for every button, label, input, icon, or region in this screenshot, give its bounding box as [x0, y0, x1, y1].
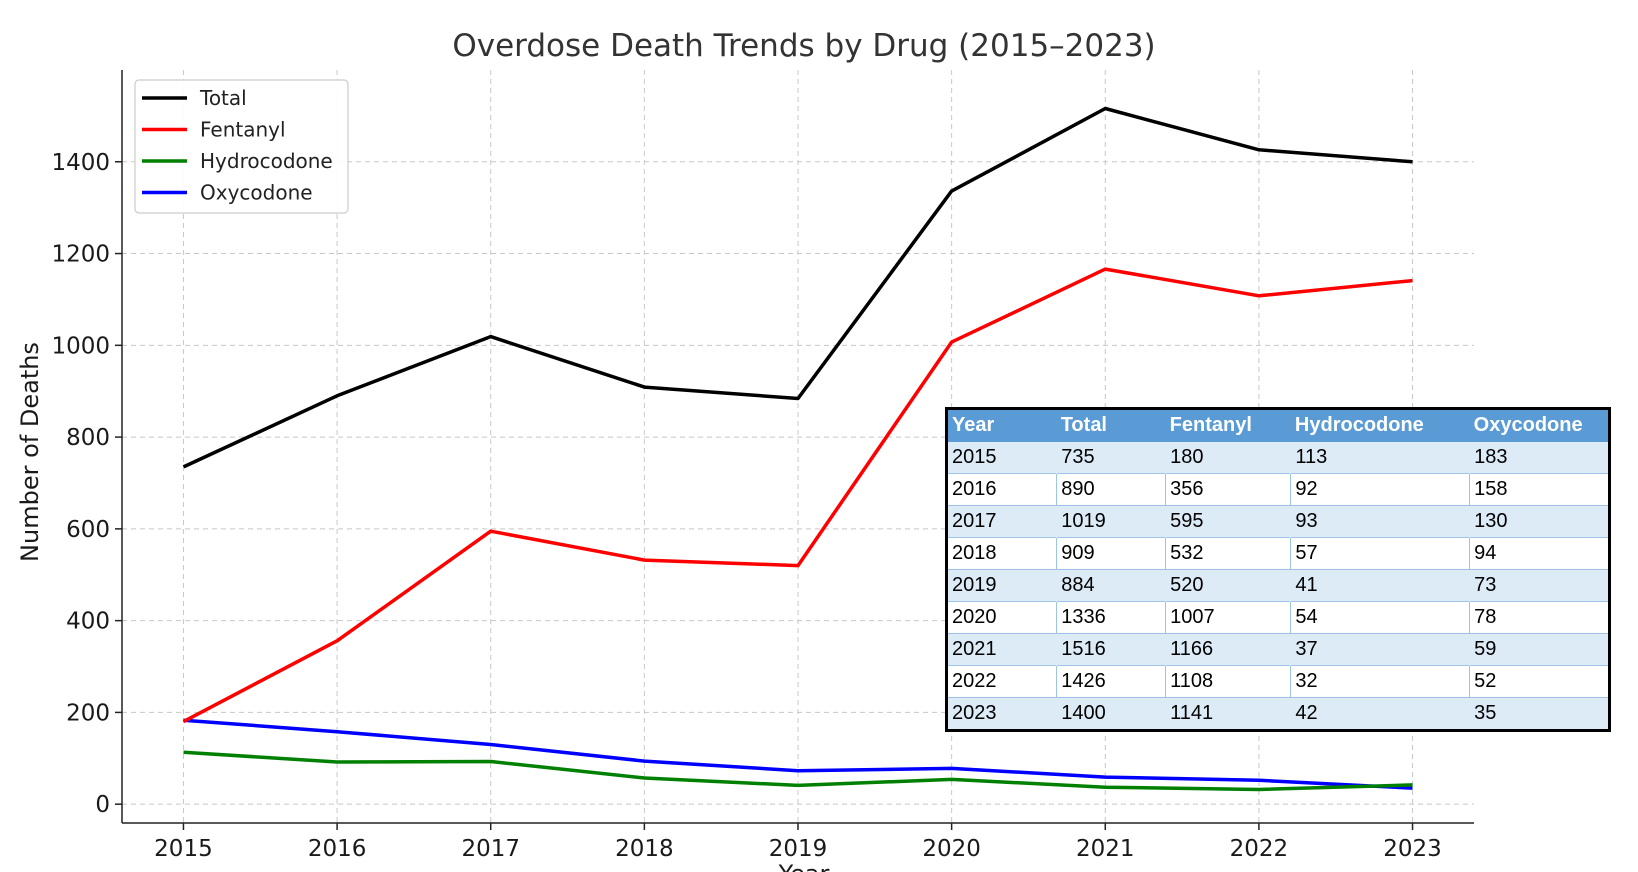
x-axis-label: Year [778, 860, 830, 872]
legend-label-total: Total [199, 86, 247, 110]
table-header-row: Year Total Fentanyl Hydrocodone Oxycodone [946, 408, 1610, 442]
legend-label-fentanyl: Fentanyl [200, 118, 286, 142]
table-cell: 1400 [1056, 697, 1167, 731]
table-cell: 78 [1469, 601, 1610, 634]
table-cell: 1019 [1056, 505, 1167, 538]
table-cell: 52 [1469, 665, 1610, 698]
table-cell: 113 [1290, 441, 1471, 474]
table-row: 2022 1426 1108 32 52 [946, 665, 1610, 698]
x-tick-label: 2022 [1230, 836, 1289, 862]
table-header-fentanyl: Fentanyl [1165, 408, 1291, 442]
table-cell: 57 [1290, 537, 1471, 570]
y-tick-label: 1400 [51, 150, 110, 176]
legend-label-oxycodone: Oxycodone [200, 181, 313, 205]
legend-label-hydrocodone: Hydrocodone [200, 149, 333, 173]
table-cell: 37 [1290, 633, 1471, 666]
table-cell: 59 [1469, 633, 1610, 666]
table-cell: 54 [1290, 601, 1471, 634]
table-row: 2017 1019 595 93 130 [946, 505, 1610, 538]
table-cell: 35 [1469, 697, 1610, 731]
series-lines [182, 106, 1413, 792]
table-cell: 41 [1290, 569, 1471, 602]
table-cell: 735 [1056, 441, 1167, 474]
x-tick-label: 2015 [154, 836, 213, 862]
legend-box [134, 79, 349, 214]
table-cell: 42 [1290, 697, 1471, 731]
y-tick-label: 600 [66, 517, 110, 543]
x-tick-label: 2017 [461, 836, 520, 862]
table-row: 2021 1516 1166 37 59 [946, 633, 1610, 666]
x-tick-label: 2023 [1383, 836, 1442, 862]
table-body: 2015 735 180 113 183 2016 890 356 92 158 2017 1019 5… [946, 441, 1610, 731]
table-cell: 32 [1290, 665, 1471, 698]
table-cell: 1108 [1165, 665, 1292, 698]
table-cell: 2023 [946, 697, 1058, 731]
x-tick-label: 2020 [922, 836, 981, 862]
series-line-total [182, 106, 1413, 469]
table-cell: 92 [1290, 473, 1471, 506]
table-cell: 1141 [1165, 697, 1292, 731]
table-cell: 93 [1290, 505, 1471, 538]
table-cell: 2015 [946, 441, 1058, 474]
table-cell: 1516 [1056, 633, 1167, 666]
y-tick-label: 200 [66, 700, 110, 726]
table-cell: 356 [1165, 473, 1292, 506]
table-row: 2018 909 532 57 94 [946, 537, 1610, 570]
y-tick-label: 400 [66, 609, 110, 635]
x-tick-label: 2016 [308, 836, 367, 862]
table-cell: 130 [1469, 505, 1610, 538]
legend: Total Fentanyl Hydrocodone Oxycodone [134, 79, 349, 214]
table-row: 2023 1400 1141 42 35 [946, 697, 1610, 731]
chart-title: Overdose Death Trends by Drug (2015–2023… [452, 28, 1155, 64]
series-line-hydrocodone [183, 750, 1413, 792]
y-tick-label: 1200 [51, 242, 110, 268]
table-cell: 2016 [946, 473, 1058, 506]
table-cell: 2017 [946, 505, 1058, 538]
table-header-hydrocodone: Hydrocodone [1290, 408, 1470, 442]
table-header-total: Total [1056, 408, 1166, 442]
data-table: Year Total Fentanyl Hydrocodone Oxycodone 20… [945, 407, 1611, 732]
y-tick-label: 0 [95, 792, 110, 818]
x-tick-label: 2018 [615, 836, 674, 862]
table-cell: 1166 [1165, 633, 1292, 666]
series-line-oxycodone [183, 718, 1413, 790]
y-tick-label: 1000 [51, 333, 110, 359]
table-cell: 520 [1165, 569, 1292, 602]
series-line-fentanyl [182, 267, 1413, 724]
y-tick-label: 800 [66, 425, 110, 451]
axes: 2015 2016 2017 2018 2019 2020 2021 2022 20230200… [51, 70, 1474, 862]
table-row: 2015 735 180 113 183 [946, 441, 1610, 474]
table-cell: 595 [1165, 505, 1292, 538]
table-cell: 1336 [1056, 601, 1167, 634]
table-header-oxycodone: Oxycodone [1469, 408, 1610, 442]
table-cell: 890 [1056, 473, 1167, 506]
table-cell: 2020 [946, 601, 1058, 634]
table-cell: 2018 [946, 537, 1058, 570]
table-cell: 909 [1056, 537, 1167, 570]
table-cell: 183 [1469, 441, 1610, 474]
table-cell: 1007 [1165, 601, 1292, 634]
table-cell: 180 [1165, 441, 1292, 474]
table-cell: 73 [1469, 569, 1610, 602]
table-header-year: Year [946, 408, 1057, 442]
table-cell: 2021 [946, 633, 1058, 666]
table-cell: 2019 [946, 569, 1058, 602]
x-tick-label: 2019 [769, 836, 828, 862]
table-cell: 2022 [946, 665, 1058, 698]
table-row: 2020 1336 1007 54 78 [946, 601, 1610, 634]
table-cell: 884 [1056, 569, 1167, 602]
table-row: 2019 884 520 41 73 [946, 569, 1610, 602]
table-cell: 1426 [1056, 665, 1167, 698]
y-axis-label: Number of Deaths [16, 342, 44, 562]
table-cell: 158 [1469, 473, 1610, 506]
table-row: 2016 890 356 92 158 [946, 473, 1610, 506]
table-cell: 94 [1469, 537, 1610, 570]
table-cell: 532 [1165, 537, 1292, 570]
x-tick-label: 2021 [1076, 836, 1135, 862]
